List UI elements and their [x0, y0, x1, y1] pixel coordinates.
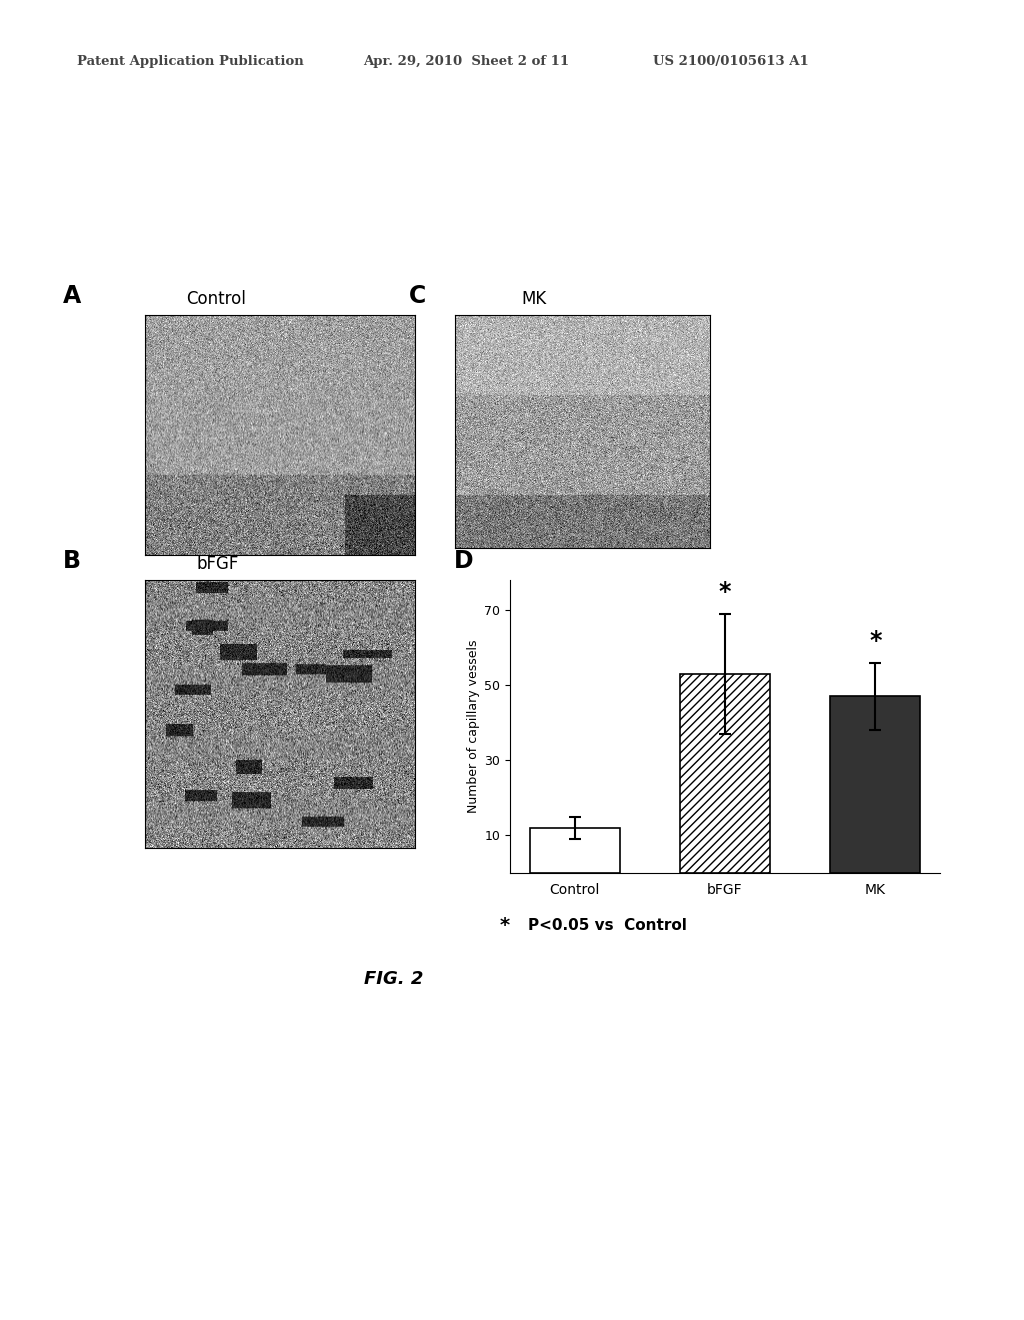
Text: US 2100/0105613 A1: US 2100/0105613 A1: [653, 55, 809, 69]
Bar: [529, 828, 620, 873]
Text: P<0.05 vs  Control: P<0.05 vs Control: [528, 917, 687, 932]
Text: MK: MK: [521, 290, 547, 309]
Text: Apr. 29, 2010  Sheet 2 of 11: Apr. 29, 2010 Sheet 2 of 11: [364, 55, 569, 69]
Text: *: *: [500, 916, 510, 935]
Text: bFGF: bFGF: [197, 556, 239, 573]
Y-axis label: Number of capillary vessels: Number of capillary vessels: [467, 640, 480, 813]
Bar: [680, 675, 770, 873]
Text: *: *: [869, 630, 882, 653]
Text: D: D: [454, 549, 473, 573]
Text: A: A: [63, 284, 81, 309]
Text: C: C: [409, 284, 426, 309]
Text: Patent Application Publication: Patent Application Publication: [77, 55, 303, 69]
Text: B: B: [63, 549, 81, 573]
Text: Control: Control: [186, 290, 246, 309]
Text: FIG. 2: FIG. 2: [364, 970, 423, 987]
Text: *: *: [719, 581, 731, 605]
Bar: [830, 697, 921, 873]
